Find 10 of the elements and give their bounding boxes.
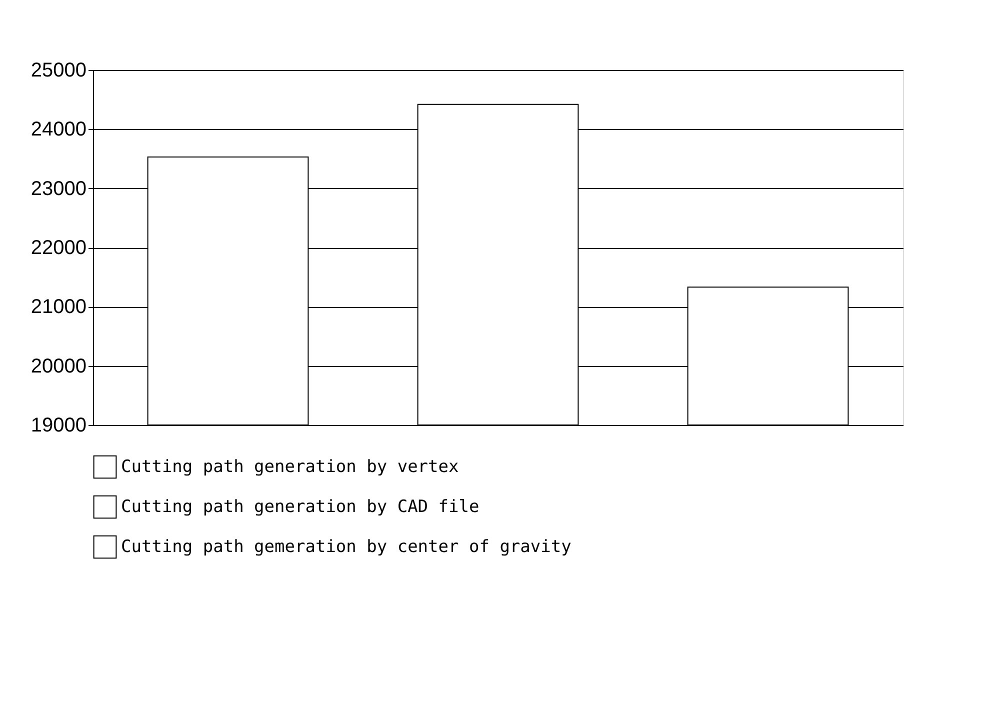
legend-label: Cutting path generation by CAD file xyxy=(121,497,480,517)
legend-label: Cutting path generation by vertex xyxy=(121,457,459,477)
y-tick-label: 22000 xyxy=(30,237,86,259)
y-tick-label: 23000 xyxy=(30,178,86,200)
legend-label: Cutting path gemeration by center of gravity xyxy=(121,537,572,557)
y-tick-label: 19000 xyxy=(30,414,86,436)
y-tick-label: 24000 xyxy=(30,118,86,141)
y-tick-label: 21000 xyxy=(30,296,86,318)
y-tick-label: 20000 xyxy=(30,355,86,378)
y-tick-label: 25000 xyxy=(30,60,86,82)
